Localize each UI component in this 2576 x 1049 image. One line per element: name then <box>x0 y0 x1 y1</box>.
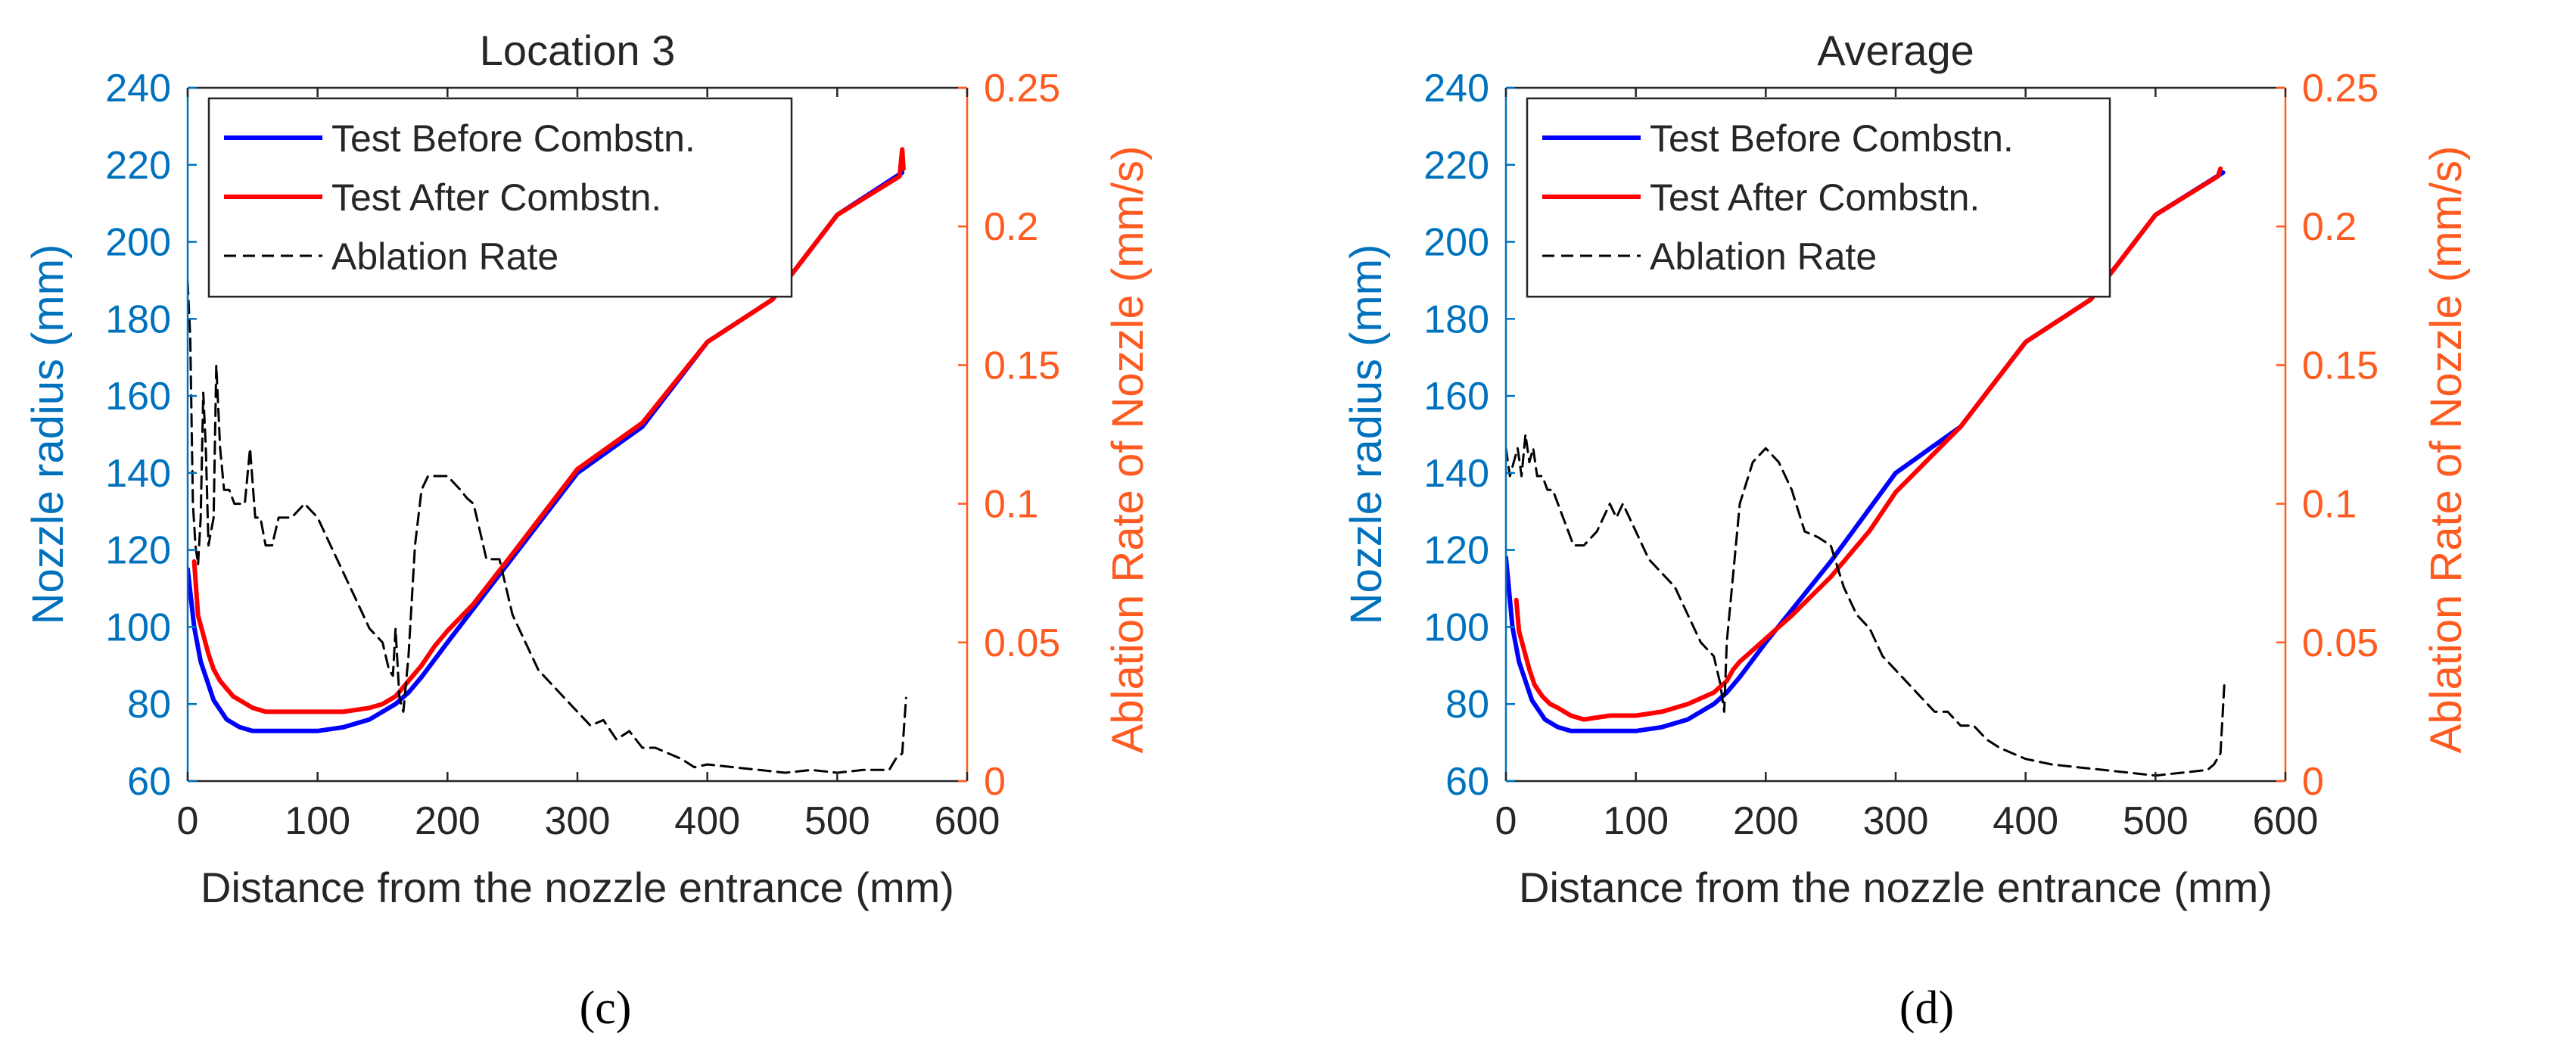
x-tick-label: 500 <box>804 799 870 843</box>
right-y-tick-label: 0.2 <box>2302 205 2357 249</box>
legend-label: Test Before Combstn. <box>1650 117 2014 160</box>
x-tick-label: 100 <box>1603 799 1669 843</box>
legend-label: Test Before Combstn. <box>331 117 695 160</box>
x-tick-label: 500 <box>2123 799 2189 843</box>
x-tick-label: 600 <box>935 799 1000 843</box>
left-y-tick-label: 220 <box>1423 144 1489 188</box>
left-y-tick-label: 180 <box>1423 297 1489 341</box>
left-y-tick-label: 100 <box>105 605 171 649</box>
left-y-tick-label: 80 <box>127 683 171 727</box>
x-tick-label: 200 <box>415 799 481 843</box>
legend-label: Ablation Rate <box>331 235 558 278</box>
series-layer <box>188 147 907 774</box>
left-y-tick-label: 120 <box>1423 529 1489 573</box>
left-y-tick-label: 180 <box>105 297 171 341</box>
chart-title: Average <box>1817 26 1974 74</box>
left-y-tick-label: 240 <box>1423 67 1489 111</box>
right-y-tick-label: 0.1 <box>984 483 1038 527</box>
left-y-tick-label: 220 <box>105 144 171 188</box>
left-y-axis-label: Nozzle radius (mm) <box>23 244 73 625</box>
x-tick-label: 0 <box>1495 799 1517 843</box>
right-y-tick-label: 0.05 <box>2302 621 2378 665</box>
left-y-tick-label: 60 <box>1445 760 1489 804</box>
panel-label: (d) <box>1899 982 1954 1034</box>
x-tick-label: 0 <box>177 799 199 843</box>
left-y-tick-label: 160 <box>105 375 171 419</box>
right-y-axis-label: Ablation Rate of Nozzle (mm/s) <box>2422 146 2471 754</box>
left-y-tick-label: 80 <box>1445 683 1489 727</box>
right-y-tick-label: 0.25 <box>984 67 1060 111</box>
left-y-tick-label: 140 <box>1423 452 1489 496</box>
left-y-tick-label: 140 <box>105 452 171 496</box>
right-y-tick-label: 0.1 <box>2302 483 2357 527</box>
right-y-tick-label: 0.25 <box>2302 67 2378 111</box>
x-tick-label: 600 <box>2253 799 2319 843</box>
left-y-tick-label: 240 <box>105 67 171 111</box>
left-y-tick-label: 160 <box>1423 375 1489 419</box>
series-line-test-after-combstn <box>191 147 906 714</box>
x-tick-label: 300 <box>545 799 611 843</box>
legend-label: Ablation Rate <box>1650 235 1877 278</box>
right-y-tick-label: 0.15 <box>984 344 1060 388</box>
chart-panel-d: 0 100 200 300 400 500 600 60 80 100 120 140 160 180 20… <box>1342 26 2471 1034</box>
left-y-tick-label: 100 <box>1423 605 1489 649</box>
x-tick-label: 200 <box>1733 799 1799 843</box>
right-y-axis-label: Ablation Rate of Nozzle (mm/s) <box>1103 146 1153 754</box>
x-axis-label: Distance from the nozzle entrance (mm) <box>201 864 954 911</box>
right-y-tick-label: 0 <box>2302 760 2324 804</box>
series-line-test-after-combstn <box>1514 166 2223 722</box>
series-line-ablation-rate <box>1506 433 2226 777</box>
x-axis-label: Distance from the nozzle entrance (mm) <box>1519 864 2273 911</box>
right-y-tick-label: 0.15 <box>2302 344 2378 388</box>
legend-label: Test After Combstn. <box>331 176 661 219</box>
chart-panel-c: 0 100 200 300 400 500 600 60 80 100 120 140 160 180 20… <box>23 26 1153 1034</box>
panel-label: (c) <box>580 982 632 1034</box>
legend-label: Test After Combstn. <box>1650 176 1980 219</box>
x-tick-label: 100 <box>285 799 350 843</box>
left-y-tick-label: 120 <box>105 529 171 573</box>
right-y-tick-label: 0.2 <box>984 205 1038 249</box>
left-y-tick-label: 60 <box>127 760 171 804</box>
legend: Test Before Combstn. Test After Combstn. A… <box>1526 97 2111 298</box>
left-y-tick-label: 200 <box>105 221 171 265</box>
x-tick-label: 400 <box>1993 799 2058 843</box>
right-y-tick-label: 0.05 <box>984 621 1060 665</box>
left-y-axis-label: Nozzle radius (mm) <box>1342 244 1391 625</box>
series-line-ablation-rate <box>188 281 907 774</box>
x-tick-label: 300 <box>1863 799 1929 843</box>
chart-title: Location 3 <box>480 26 675 74</box>
legend: Test Before Combstn. Test After Combstn. A… <box>207 97 793 298</box>
left-y-tick-label: 200 <box>1423 221 1489 265</box>
series-layer <box>1506 166 2226 777</box>
right-y-tick-label: 0 <box>984 760 1006 804</box>
x-tick-label: 400 <box>674 799 740 843</box>
